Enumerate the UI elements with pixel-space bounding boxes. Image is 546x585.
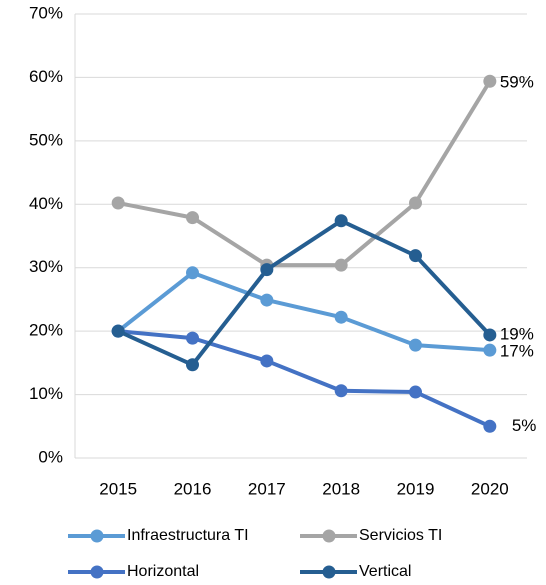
data-point (111, 196, 125, 210)
data-label: 5% (512, 416, 537, 435)
data-label: 19% (500, 324, 534, 343)
data-point (334, 384, 348, 398)
data-point (111, 324, 125, 338)
series-line (116, 270, 490, 353)
y-tick-label: 40% (29, 194, 63, 213)
legend-label: Servicios TI (359, 527, 442, 544)
data-label: 17% (500, 342, 534, 361)
data-point (334, 214, 348, 228)
data-point (186, 266, 199, 280)
x-tick-label: 2016 (174, 479, 212, 498)
data-point (409, 196, 422, 210)
y-tick-label: 50% (29, 130, 63, 149)
data-point (483, 419, 497, 433)
legend-label: Vertical (359, 563, 411, 580)
y-tick-label: 0% (38, 447, 63, 466)
legend-label: Horizontal (127, 563, 199, 580)
series-line (117, 80, 492, 268)
data-point (334, 310, 348, 324)
data-point (409, 385, 422, 399)
legend-marker (90, 529, 104, 543)
data-point (260, 354, 274, 368)
data-point (483, 74, 497, 88)
y-tick-label: 10% (29, 384, 63, 403)
data-point (409, 249, 422, 263)
x-tick-label: 2019 (397, 479, 435, 498)
legend-marker (322, 529, 336, 543)
data-point (483, 328, 497, 342)
x-tick-label: 2018 (322, 479, 360, 498)
data-point (186, 331, 199, 345)
legend-label: Infraestructura TI (127, 527, 249, 544)
y-tick-label: 70% (29, 3, 63, 22)
y-tick-label: 30% (29, 257, 63, 276)
y-tick-label: 20% (29, 321, 63, 340)
x-tick-label: 2015 (99, 479, 137, 498)
data-point (483, 343, 497, 357)
data-point (334, 258, 348, 272)
legend-marker (90, 565, 104, 579)
data-point (260, 293, 274, 307)
series-line (117, 329, 491, 429)
series-line (117, 218, 492, 367)
legend-marker (322, 565, 336, 579)
x-tick-label: 2020 (471, 479, 509, 498)
y-tick-label: 60% (29, 67, 63, 86)
data-label: 59% (500, 73, 534, 92)
data-point (409, 338, 422, 352)
data-point (260, 263, 274, 277)
data-point (186, 358, 199, 372)
data-point (186, 211, 199, 225)
x-tick-label: 2017 (248, 479, 286, 498)
